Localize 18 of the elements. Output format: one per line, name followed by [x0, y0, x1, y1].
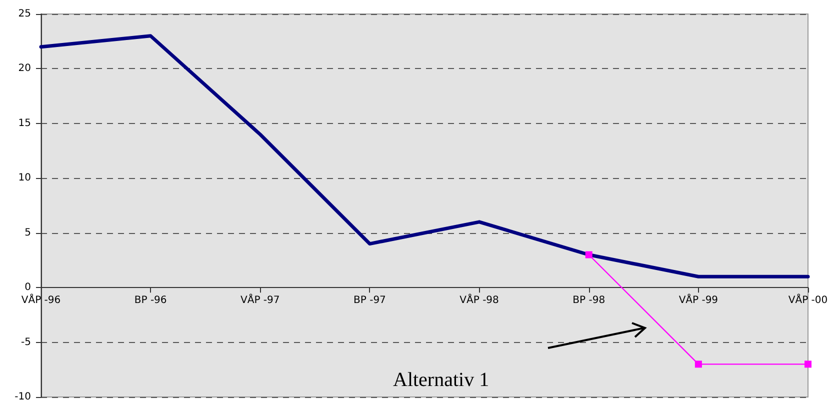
line-series	[39, 34, 810, 278]
x-tick-label: VÅP -98	[460, 293, 499, 306]
x-tick-label: VÅP -96	[21, 293, 61, 306]
y-tick-label: -10	[14, 392, 31, 402]
y-tick-label: 25	[18, 8, 31, 20]
y-tick-label: 15	[18, 118, 31, 129]
y-tick-label: 10	[18, 172, 31, 184]
x-tick-label: BP -96	[134, 295, 167, 306]
x-tick-label: VÅP -00	[788, 293, 828, 306]
y-tick-label: 5	[24, 227, 31, 238]
y-tick-label: 20	[18, 63, 31, 74]
y-tick-label: 0	[24, 282, 31, 294]
x-tick-label: BP -98	[572, 295, 606, 306]
y-tick-label: -5	[21, 336, 31, 348]
x-tick-label: VÅP -99	[678, 293, 718, 306]
annotation: Alternativ 1	[393, 369, 490, 391]
x-tick-label: BP -97	[354, 295, 386, 306]
x-tick-label: VÅP -97	[240, 293, 280, 306]
